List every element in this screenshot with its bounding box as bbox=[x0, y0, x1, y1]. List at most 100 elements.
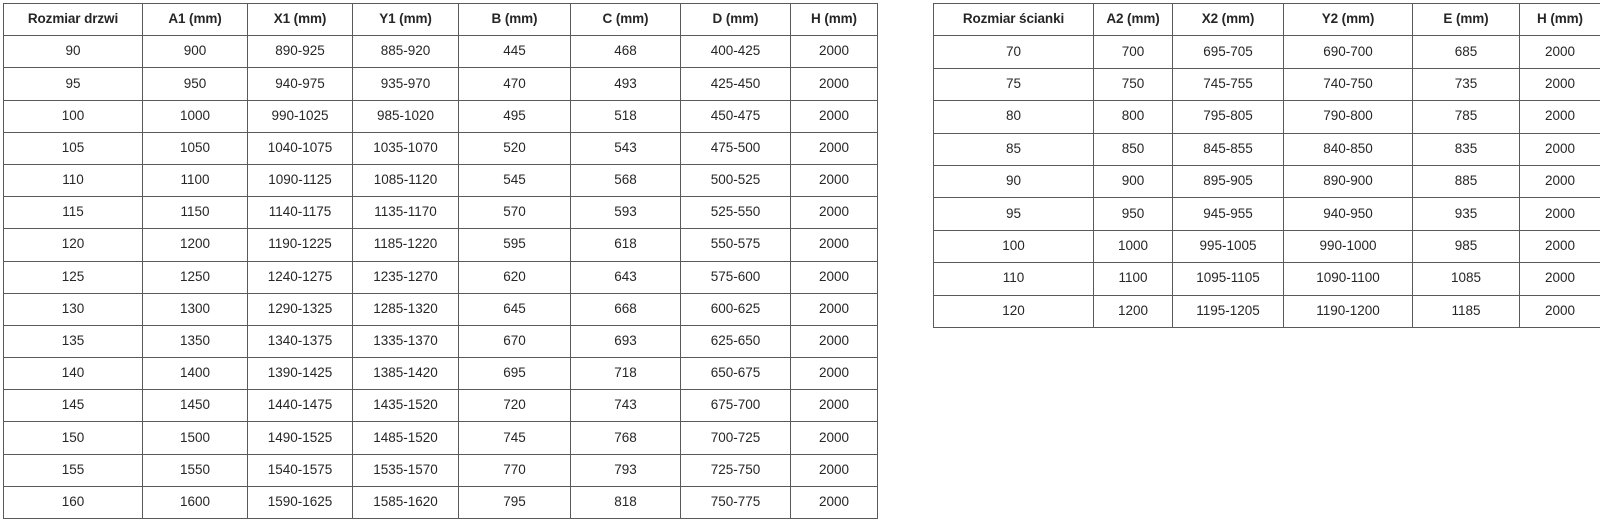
column-header: A1 (mm) bbox=[143, 4, 248, 36]
table-cell: 2000 bbox=[791, 293, 878, 325]
table-cell: 1000 bbox=[1094, 230, 1173, 262]
row-size-label: 115 bbox=[4, 197, 143, 229]
table-cell: 1035-1070 bbox=[353, 132, 459, 164]
column-header: Rozmiar ścianki bbox=[934, 4, 1094, 36]
table-cell: 995-1005 bbox=[1173, 230, 1284, 262]
table-cell: 2000 bbox=[791, 358, 878, 390]
table-cell: 445 bbox=[459, 36, 571, 68]
table-cell: 550-575 bbox=[681, 229, 791, 261]
table-cell: 1400 bbox=[143, 358, 248, 390]
table-cell: 720 bbox=[459, 390, 571, 422]
table-cell: 1250 bbox=[143, 261, 248, 293]
table-cell: 1000 bbox=[143, 100, 248, 132]
table-cell: 2000 bbox=[791, 68, 878, 100]
table-cell: 885 bbox=[1413, 165, 1520, 197]
table-cell: 1390-1425 bbox=[248, 358, 353, 390]
table-cell: 1300 bbox=[143, 293, 248, 325]
table-cell: 2000 bbox=[1520, 68, 1600, 100]
table-cell: 500-525 bbox=[681, 164, 791, 196]
row-size-label: 100 bbox=[4, 100, 143, 132]
table-cell: 475-500 bbox=[681, 132, 791, 164]
table-cell: 2000 bbox=[791, 454, 878, 486]
table-cell: 1185-1220 bbox=[353, 229, 459, 261]
column-header: X1 (mm) bbox=[248, 4, 353, 36]
table-cell: 1435-1520 bbox=[353, 390, 459, 422]
table-cell: 493 bbox=[571, 68, 681, 100]
table-cell: 650-675 bbox=[681, 358, 791, 390]
table-cell: 695-705 bbox=[1173, 36, 1284, 68]
row-size-label: 145 bbox=[4, 390, 143, 422]
column-header: Y1 (mm) bbox=[353, 4, 459, 36]
table-cell: 1190-1200 bbox=[1284, 295, 1413, 327]
table-cell: 2000 bbox=[1520, 36, 1600, 68]
table-cell: 935-970 bbox=[353, 68, 459, 100]
table-cell: 900 bbox=[1094, 165, 1173, 197]
table-cell: 690-700 bbox=[1284, 36, 1413, 68]
table-cell: 2000 bbox=[791, 197, 878, 229]
column-header: C (mm) bbox=[571, 4, 681, 36]
column-header: Y2 (mm) bbox=[1284, 4, 1413, 36]
column-header: D (mm) bbox=[681, 4, 791, 36]
table-cell: 645 bbox=[459, 293, 571, 325]
table-cell: 1540-1575 bbox=[248, 454, 353, 486]
table-cell: 1240-1275 bbox=[248, 261, 353, 293]
table-cell: 2000 bbox=[1520, 133, 1600, 165]
table-cell: 1535-1570 bbox=[353, 454, 459, 486]
table-cell: 1290-1325 bbox=[248, 293, 353, 325]
table-cell: 900 bbox=[143, 36, 248, 68]
table-cell: 693 bbox=[571, 325, 681, 357]
table-cell: 1195-1205 bbox=[1173, 295, 1284, 327]
table-cell: 543 bbox=[571, 132, 681, 164]
table-cell: 700 bbox=[1094, 36, 1173, 68]
table-cell: 670 bbox=[459, 325, 571, 357]
row-size-label: 85 bbox=[934, 133, 1094, 165]
table-cell: 985 bbox=[1413, 230, 1520, 262]
table-cell: 2000 bbox=[791, 325, 878, 357]
table-cell: 2000 bbox=[1520, 165, 1600, 197]
table-cell: 985-1020 bbox=[353, 100, 459, 132]
column-header: E (mm) bbox=[1413, 4, 1520, 36]
table-cell: 940-950 bbox=[1284, 198, 1413, 230]
table-cell: 2000 bbox=[791, 422, 878, 454]
table-cell: 770 bbox=[459, 454, 571, 486]
table-cell: 518 bbox=[571, 100, 681, 132]
table-cell: 495 bbox=[459, 100, 571, 132]
table-cell: 850 bbox=[1094, 133, 1173, 165]
table-cell: 643 bbox=[571, 261, 681, 293]
table-cell: 785 bbox=[1413, 101, 1520, 133]
table-cell: 593 bbox=[571, 197, 681, 229]
table-cell: 725-750 bbox=[681, 454, 791, 486]
table-cell: 2000 bbox=[791, 390, 878, 422]
table-cell: 740-750 bbox=[1284, 68, 1413, 100]
table-cell: 520 bbox=[459, 132, 571, 164]
table-cell: 945-955 bbox=[1173, 198, 1284, 230]
table-cell: 2000 bbox=[1520, 295, 1600, 327]
table-cell: 2000 bbox=[791, 229, 878, 261]
table-cell: 950 bbox=[1094, 198, 1173, 230]
table-cell: 1185 bbox=[1413, 295, 1520, 327]
table-cell: 575-600 bbox=[681, 261, 791, 293]
table-cell: 1040-1075 bbox=[248, 132, 353, 164]
table-cell: 1200 bbox=[143, 229, 248, 261]
row-size-label: 150 bbox=[4, 422, 143, 454]
table-cell: 468 bbox=[571, 36, 681, 68]
table-cell: 950 bbox=[143, 68, 248, 100]
table-cell: 675-700 bbox=[681, 390, 791, 422]
table-cell: 743 bbox=[571, 390, 681, 422]
table-cell: 1095-1105 bbox=[1173, 263, 1284, 295]
table-cell: 595 bbox=[459, 229, 571, 261]
table-cell: 570 bbox=[459, 197, 571, 229]
